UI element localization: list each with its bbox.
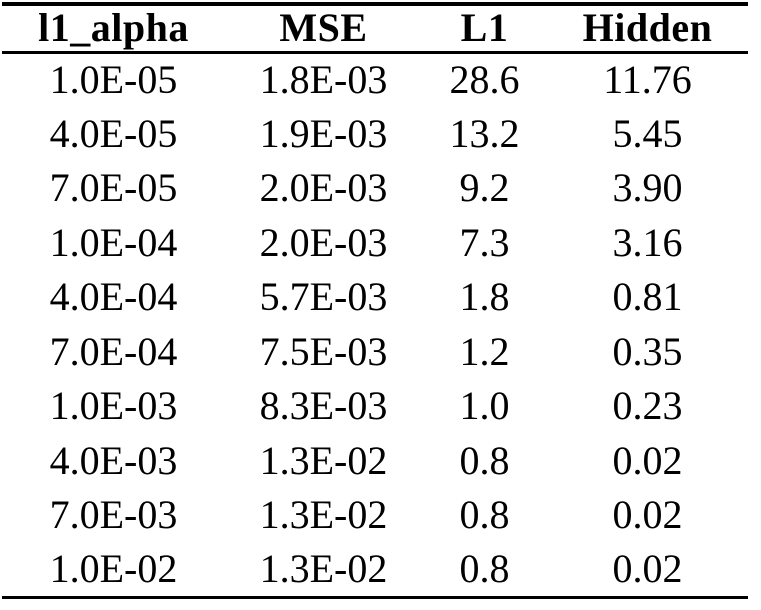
column-header-mse: MSE [225,4,422,54]
table-cell: 1.3E-02 [259,492,388,538]
table-cell: 4.0E-05 [49,110,178,156]
table-cell: 2.0E-03 [259,165,388,211]
table-cell: 5.45 [612,110,683,156]
table-cell: 7.0E-04 [49,328,178,374]
table-cell: 0.23 [612,383,683,429]
table-cell: 1.3E-02 [259,437,388,483]
table-cell: 1.2 [459,328,510,374]
table-cell: 1.0E-04 [49,219,178,265]
table-cell: 5.7E-03 [259,274,388,320]
table-cell: 7.3 [459,219,510,265]
column-header-hidden: Hidden [547,4,748,54]
table-cell: 1.0 [459,383,510,429]
table-row: 7.0E-04 7.5E-03 1.2 0.35 [2,325,748,380]
table-cell: 9.2 [459,165,510,211]
table-cell: 28.6 [449,57,520,102]
column-header-l1-alpha: l1_alpha [2,4,225,54]
table-row: 7.0E-03 1.3E-02 0.8 0.02 [2,488,748,543]
table-cell: 1.8E-03 [259,57,388,102]
table-cell: 1.3E-02 [259,546,388,591]
table-cell: 0.81 [612,274,683,320]
table-cell: 0.35 [612,328,683,374]
table-cell: 7.0E-03 [49,492,178,538]
table-cell: 0.8 [459,492,510,538]
table-row: 1.0E-04 2.0E-03 7.3 3.16 [2,216,748,271]
table-cell: 3.16 [612,219,683,265]
table-cell: 7.0E-05 [49,165,178,211]
table-cell: 2.0E-03 [259,219,388,265]
table-cell: 3.90 [612,165,683,211]
table-cell: 0.8 [459,546,510,591]
results-table: l1_alpha MSE L1 Hidden 1.0E-05 1.8E-03 28.6 11… [2,2,748,599]
table-cell: 1.0E-02 [49,546,178,591]
table-cell: 11.76 [603,57,692,102]
table-cell: 8.3E-03 [259,383,388,429]
table-row: 7.0E-05 2.0E-03 9.2 3.90 [2,161,748,216]
table-row: 1.0E-05 1.8E-03 28.6 11.76 [2,52,748,107]
table-row: 1.0E-02 1.3E-02 0.8 0.02 [2,543,748,598]
table-cell: 13.2 [449,110,520,156]
table-cell: 1.0E-03 [49,383,178,429]
table-cell: 7.5E-03 [259,328,388,374]
table-cell: 4.0E-03 [49,437,178,483]
table-cell: 0.02 [612,492,683,538]
table-row: 1.0E-03 8.3E-03 1.0 0.23 [2,379,748,434]
table-cell: 1.8 [459,274,510,320]
table-row: 4.0E-04 5.7E-03 1.8 0.81 [2,270,748,325]
table-body: 1.0E-05 1.8E-03 28.6 11.76 4.0E-05 1.9E-03 13.… [2,52,748,597]
table-cell: 1.9E-03 [259,110,388,156]
table-header: l1_alpha MSE L1 Hidden [2,4,748,54]
table-cell: 4.0E-04 [49,274,178,320]
table-cell: 0.8 [459,437,510,483]
table-row: 4.0E-05 1.9E-03 13.2 5.45 [2,107,748,162]
table-cell: 0.02 [612,546,683,591]
table-cell: 1.0E-05 [49,57,178,102]
table-header-row: l1_alpha MSE L1 Hidden [2,4,748,54]
column-header-l1: L1 [422,4,547,54]
table-cell: 0.02 [612,437,683,483]
table-row: 4.0E-03 1.3E-02 0.8 0.02 [2,434,748,489]
